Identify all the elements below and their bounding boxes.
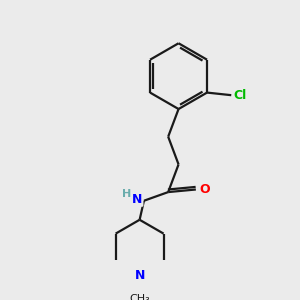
Text: O: O <box>199 183 210 196</box>
Text: N: N <box>134 269 145 282</box>
Text: CH₃: CH₃ <box>129 294 150 300</box>
Text: Cl: Cl <box>233 89 247 102</box>
Text: N: N <box>132 193 142 206</box>
Text: H: H <box>122 189 131 199</box>
